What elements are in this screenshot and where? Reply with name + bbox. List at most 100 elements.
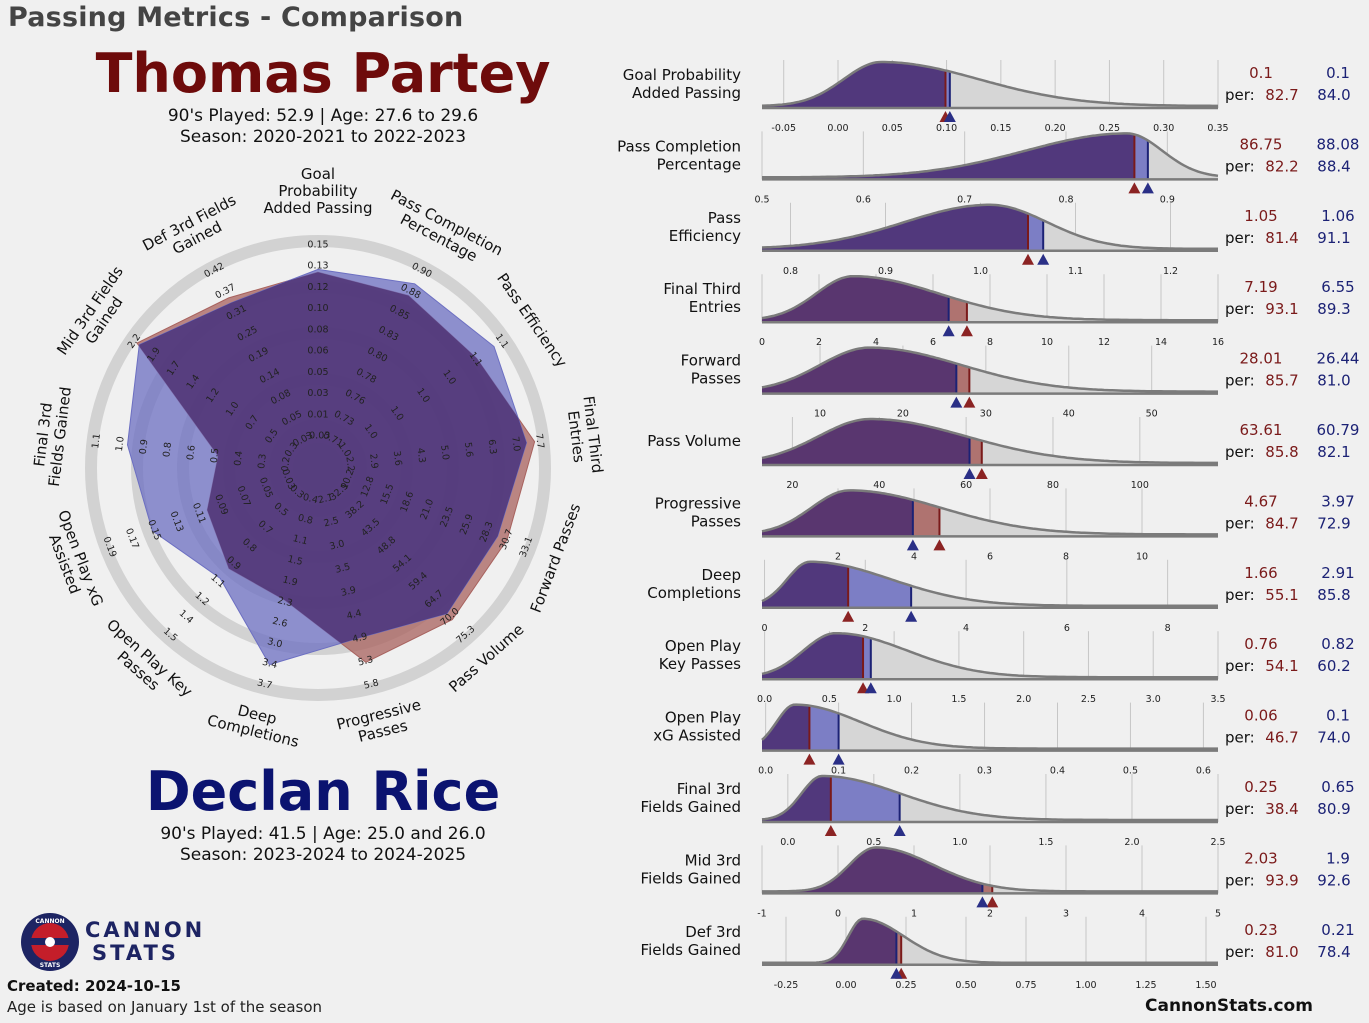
percentile-label: per: bbox=[1225, 514, 1255, 532]
dist-metric-label-line: Pass bbox=[708, 209, 741, 227]
player1-marker-icon bbox=[803, 753, 816, 765]
player2-marker-icon bbox=[963, 468, 976, 479]
created-date: Created: 2024-10-15 bbox=[7, 977, 181, 995]
radar-tick-label: 0.9 bbox=[138, 439, 151, 455]
player2-percentile: 80.9 bbox=[1317, 800, 1350, 818]
radar-tick-label: 0.8 bbox=[161, 442, 174, 458]
player1-value: 63.61 bbox=[1240, 421, 1283, 439]
dist-tick-label: 4 bbox=[1139, 908, 1145, 919]
dist-density-line bbox=[761, 417, 1218, 465]
radar-tick-label: 3.0 bbox=[328, 538, 345, 552]
dist-tick-label: 1.1 bbox=[1068, 266, 1083, 277]
dist-fill-overlap bbox=[762, 347, 957, 394]
age-note: Age is based on January 1st of the seaso… bbox=[7, 998, 323, 1016]
player1-marker-icon bbox=[986, 896, 999, 908]
player2-value: 2.91 bbox=[1321, 564, 1354, 582]
radar-tick-label: 3.7 bbox=[256, 677, 273, 691]
logo-badge-bottom-text: STATS bbox=[40, 962, 61, 969]
dist-fill-overlap bbox=[762, 276, 949, 323]
player2-value: 1.06 bbox=[1321, 207, 1354, 225]
dist-row: Pass Volume 20 40 60 80 100 63.61 60.79 per: 85.8… bbox=[647, 417, 1359, 491]
dist-tick-label: 0.00 bbox=[827, 123, 848, 134]
player1-percentile: 46.7 bbox=[1265, 729, 1298, 747]
player1-season: Season: 2020-2021 to 2022-2023 bbox=[179, 127, 467, 147]
dist-metric-label-line: Def 3rd bbox=[685, 923, 741, 941]
player2-marker-icon bbox=[905, 610, 918, 622]
player2-value: 0.1 bbox=[1326, 707, 1350, 725]
dist-metric-label-line: Completions bbox=[647, 584, 741, 602]
dist-tick-label: 0.25 bbox=[1099, 123, 1120, 134]
dist-metric-label-line: Open Play bbox=[665, 637, 741, 655]
dist-density-line bbox=[761, 489, 1218, 536]
dist-tick-label: 0.7 bbox=[957, 194, 972, 205]
player2-marker-icon bbox=[943, 111, 956, 122]
dist-tick-label: 3.0 bbox=[1146, 694, 1161, 705]
dist-fill-overlap bbox=[762, 204, 1028, 251]
player1-value: 0.25 bbox=[1244, 778, 1277, 796]
dist-tick-label: 40 bbox=[873, 480, 885, 491]
player1-percentile: 81.0 bbox=[1265, 943, 1298, 961]
player1-percentile: 82.2 bbox=[1265, 157, 1298, 175]
player1-value: 0.1 bbox=[1249, 64, 1273, 82]
dist-metric-label: Def 3rd Fields Gained bbox=[641, 923, 741, 959]
dist-tick-label: 0.1 bbox=[831, 766, 846, 777]
dist-metric-label: Pass Completion Percentage bbox=[617, 137, 741, 173]
player2-marker-icon bbox=[864, 682, 877, 694]
player1-marker-icon bbox=[963, 396, 976, 408]
player1-name: Thomas Partey bbox=[95, 42, 551, 105]
dist-metric-label: Mid 3rd Fields Gained bbox=[641, 851, 741, 887]
player1-info: 90's Played: 52.9 | Age: 27.6 to 29.6 Se… bbox=[0, 106, 646, 148]
radar-tick-label: 7.7 bbox=[533, 433, 546, 449]
radar-tick-label: 0.08 bbox=[307, 324, 328, 335]
player2-percentile: 85.8 bbox=[1317, 586, 1350, 604]
radar-axis-label-line: Added Passing bbox=[264, 199, 373, 217]
dist-tick-label: 20 bbox=[897, 409, 909, 420]
dist-density-line bbox=[761, 274, 1218, 322]
dist-tick-label: 3 bbox=[1063, 908, 1069, 919]
dist-tick-label: 0.0 bbox=[758, 766, 773, 777]
dist-density-area bbox=[762, 633, 1218, 680]
radar-tick-label: 0.01 bbox=[307, 409, 328, 420]
player2-value: 3.97 bbox=[1321, 492, 1354, 510]
radar-ring bbox=[85, 235, 551, 701]
radar-tick-label: 2.6 bbox=[271, 616, 288, 630]
player1-value: 86.75 bbox=[1240, 135, 1283, 153]
player1-value: 0.76 bbox=[1244, 635, 1277, 653]
dist-tick-label: 0.50 bbox=[955, 980, 976, 991]
radar-tick-label: 0.8 bbox=[297, 513, 314, 527]
dist-tick-label: 2 bbox=[862, 623, 868, 634]
percentile-label: per: bbox=[1225, 443, 1255, 461]
dist-metric-label-line: Percentage bbox=[657, 155, 741, 173]
logo-text-stats: STATS bbox=[92, 941, 179, 965]
radar-tick-label: 0.06 bbox=[307, 346, 328, 357]
dist-tick-label: 2.5 bbox=[1081, 694, 1096, 705]
cannon-stats-logo: CANNON STATS CANNON STATS bbox=[21, 913, 202, 971]
player2-marker-icon bbox=[950, 396, 963, 408]
dist-row: Open Play xG Assisted 0.0 0.1 0.2 0.3 0.4 0.5 0.… bbox=[653, 702, 1351, 777]
player1-percentile: 38.4 bbox=[1265, 800, 1298, 818]
radar-chart: -0.03 0.01 0.03 0.05 0.06 0.08 0.10 0.12 0.13 0.1… bbox=[30, 165, 606, 751]
dist-density-line bbox=[762, 132, 1219, 179]
player1-value: 1.66 bbox=[1244, 564, 1277, 582]
dist-tick-label: 1.00 bbox=[1075, 980, 1096, 991]
dist-metric-label-line: Final 3rd bbox=[677, 780, 741, 798]
logo-cannon-ball-icon bbox=[45, 937, 55, 947]
player2-value: 26.44 bbox=[1317, 350, 1360, 368]
player1-value: 2.03 bbox=[1244, 849, 1277, 867]
radar-axis-label-line: Probability bbox=[278, 182, 357, 200]
radar-tick-label: 0.05 bbox=[307, 367, 328, 378]
radar-tick-label: 1.9 bbox=[281, 574, 298, 588]
dist-tick-label: 16 bbox=[1212, 337, 1224, 348]
dist-metric-label: Deep Completions bbox=[647, 566, 741, 602]
player1-marker-icon bbox=[857, 682, 870, 694]
dist-tick-label: -1 bbox=[757, 908, 766, 919]
dist-tick-label: 8 bbox=[1165, 623, 1171, 634]
dist-tick-label: 12 bbox=[1098, 337, 1110, 348]
dist-tick-label: 4 bbox=[963, 623, 969, 634]
radar-tick-label: 4.9 bbox=[351, 631, 368, 645]
player2-percentile: 60.2 bbox=[1317, 657, 1350, 675]
player2-info: 90's Played: 41.5 | Age: 25.0 and 26.0 S… bbox=[0, 824, 646, 866]
radar-tick-label: 2.5 bbox=[323, 515, 340, 529]
dist-metric-label-line: Progressive bbox=[655, 494, 741, 512]
dist-tick-label: 0.15 bbox=[990, 123, 1011, 134]
